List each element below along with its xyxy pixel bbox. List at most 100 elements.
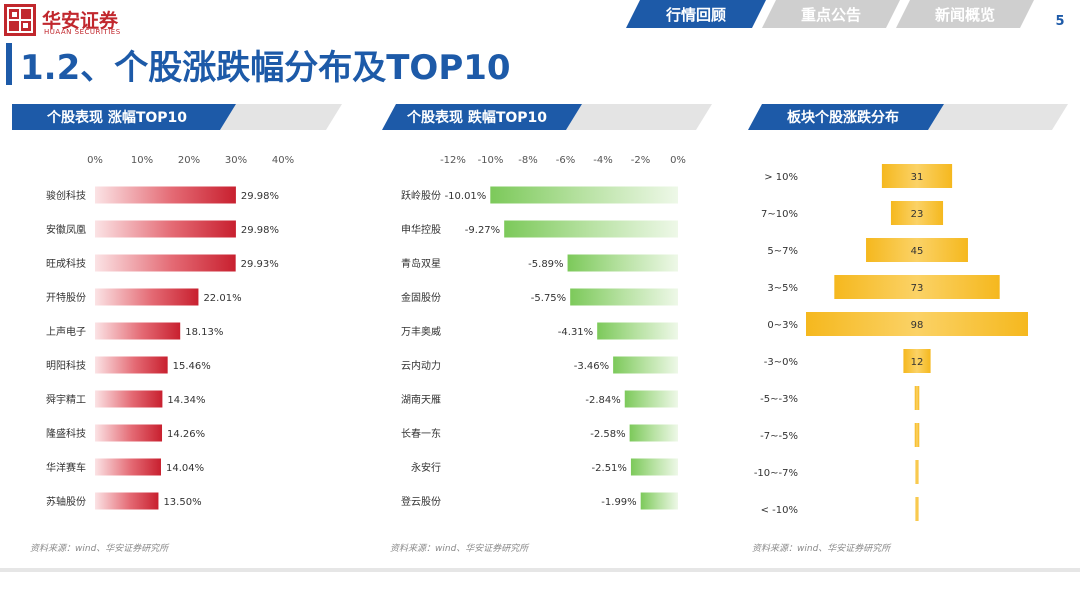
tab-label: 行情回顾 <box>665 5 726 24</box>
gain-bar <box>95 390 163 408</box>
value-label: -2.51% <box>592 463 627 474</box>
gain-bar <box>95 322 181 340</box>
distribution-bar <box>915 497 919 521</box>
distribution-funnel-chart: > 10% 31 7~10% 23 5~7% 45 3~5% 73 0~3% 98 -3~0% 12 -… <box>754 164 1028 521</box>
section-header-losers: 个股表现 跌幅TOP10 <box>382 104 712 130</box>
x-tick-label: -6% <box>556 155 575 166</box>
category-label: 舜宇精工 <box>46 393 86 406</box>
value-label: 22.01% <box>203 293 241 304</box>
x-tick-label: -2% <box>631 155 650 166</box>
gain-bar <box>95 356 168 374</box>
distribution-bar <box>915 460 919 484</box>
section-header-gainers: 个股表现 涨幅TOP10 <box>12 104 342 130</box>
section-header-shape <box>382 104 712 130</box>
value-label: 12 <box>911 357 924 368</box>
value-label: 29.93% <box>241 259 279 270</box>
value-label: 98 <box>911 320 924 331</box>
category-label: -7~-5% <box>760 431 798 442</box>
page-number: 5 <box>1055 13 1065 29</box>
logo-seal-icon <box>4 4 36 36</box>
page-title: 1.2、个股涨跌幅分布及TOP10 <box>20 48 511 88</box>
title-accent-bar <box>6 43 12 85</box>
category-label: > 10% <box>764 172 798 183</box>
gain-bar <box>95 288 199 306</box>
category-label: 上声电子 <box>46 325 86 338</box>
loss-bar <box>597 322 678 340</box>
loss-bar <box>504 220 678 238</box>
value-label: -5.75% <box>531 293 566 304</box>
section-header-shape <box>748 104 1068 130</box>
distribution-bar <box>834 275 1000 299</box>
category-label: 3~5% <box>767 283 798 294</box>
source-note: 资料来源：wind、华安证券研究所 <box>390 544 529 554</box>
value-label: 14.04% <box>166 463 204 474</box>
value-label: -4.31% <box>558 327 593 338</box>
gain-bar <box>95 458 161 476</box>
category-label: 旺成科技 <box>46 257 86 270</box>
gain-bar <box>95 424 163 442</box>
x-tick-label: 0% <box>87 155 103 166</box>
category-label: -3~0% <box>764 357 798 368</box>
loss-bar <box>629 424 678 442</box>
category-label: 华洋赛车 <box>46 461 86 474</box>
value-label: 18.13% <box>185 327 223 338</box>
category-label: 登云股份 <box>401 495 441 508</box>
tab-label: 新闻概览 <box>934 5 995 24</box>
value-label: -10.01% <box>445 191 487 202</box>
value-label: -9.27% <box>465 225 500 236</box>
distribution-bar <box>881 164 953 188</box>
losers-bar-chart: -12% -10% -8% -6% -4% -2% 0% 跃岭股份 -10.01% 申华控股 -9.… <box>401 155 686 510</box>
gainers-bar-chart: 0% 10% 20% 30% 40% 骏创科技 29.98% 安徽凤凰 29.98% 旺成科技 29… <box>46 155 294 510</box>
category-label: 骏创科技 <box>46 189 86 202</box>
loss-bar <box>567 254 678 272</box>
value-label: -5.89% <box>528 259 563 270</box>
tab-key-announcements[interactable]: 重点公告 <box>762 0 900 28</box>
value-label: 23 <box>911 209 924 220</box>
loss-bar <box>630 458 678 476</box>
x-tick-label: 30% <box>225 155 247 166</box>
loss-bar <box>490 186 678 204</box>
distribution-bar <box>890 201 944 225</box>
distribution-bar <box>914 386 920 410</box>
category-label: < -10% <box>761 505 798 516</box>
loss-bar <box>624 390 678 408</box>
gain-bar <box>95 254 236 272</box>
category-label: 湖南天雁 <box>401 393 441 406</box>
x-tick-label: -12% <box>440 155 466 166</box>
logo-text-en: HUAAN SECURITIES <box>44 28 121 36</box>
value-label: 73 <box>911 283 924 294</box>
tab-news-overview[interactable]: 新闻概览 <box>896 0 1034 28</box>
source-note: 资料来源：wind、华安证券研究所 <box>30 544 169 554</box>
gain-bar <box>95 186 236 204</box>
category-label: 0~3% <box>767 320 798 331</box>
gain-bar <box>95 492 159 510</box>
value-label: -2.58% <box>590 429 625 440</box>
value-label: 13.50% <box>163 497 201 508</box>
loss-bar <box>613 356 678 374</box>
category-label: 万丰奥威 <box>401 325 441 338</box>
category-label: 金固股份 <box>401 291 441 304</box>
gain-bar <box>95 220 236 238</box>
category-label: 跃岭股份 <box>401 189 441 202</box>
section-title: 个股表现 跌幅TOP10 <box>406 110 548 126</box>
category-label: 青岛双星 <box>401 257 441 270</box>
value-label: 14.34% <box>167 395 205 406</box>
category-label: -10~-7% <box>754 468 798 479</box>
distribution-bar <box>806 312 1028 336</box>
tab-market-review[interactable]: 行情回顾 <box>626 0 766 28</box>
category-label: 5~7% <box>767 246 798 257</box>
x-tick-label: 0% <box>670 155 686 166</box>
category-label: 永安行 <box>411 461 441 474</box>
x-tick-label: 40% <box>272 155 294 166</box>
category-label: -5~-3% <box>760 394 798 405</box>
category-label: 隆盛科技 <box>46 427 86 440</box>
loss-bar <box>570 288 678 306</box>
section-title: 个股表现 涨幅TOP10 <box>46 110 188 126</box>
value-label: -1.99% <box>601 497 636 508</box>
value-label: -3.46% <box>574 361 609 372</box>
loss-bar <box>640 492 678 510</box>
category-label: 安徽凤凰 <box>46 223 86 236</box>
value-label: -2.84% <box>585 395 620 406</box>
category-label: 7~10% <box>761 209 798 220</box>
category-label: 开特股份 <box>46 292 86 304</box>
